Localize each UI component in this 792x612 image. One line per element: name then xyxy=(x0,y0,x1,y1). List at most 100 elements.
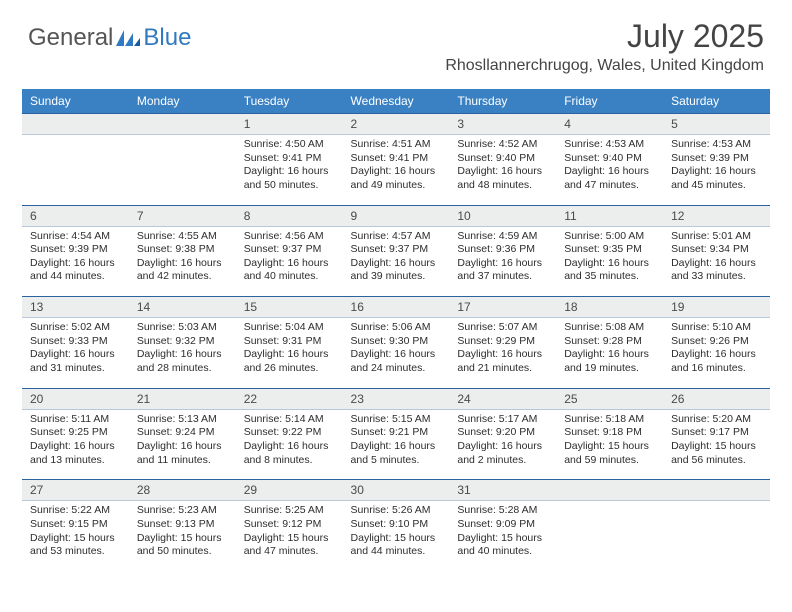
day-cell xyxy=(663,501,770,571)
location-label: Rhosllannerchrugog, Wales, United Kingdo… xyxy=(445,57,764,75)
logo: General Blue xyxy=(28,24,191,52)
daynum-cell: 23 xyxy=(343,388,450,409)
sunset-text: Sunset: 9:39 PM xyxy=(671,152,762,166)
daylight-text: Daylight: 16 hours and 5 minutes. xyxy=(351,440,442,467)
day-cell: Sunrise: 5:13 AMSunset: 9:24 PMDaylight:… xyxy=(129,409,236,480)
daynum-cell: 7 xyxy=(129,205,236,226)
dayhead-fri: Friday xyxy=(556,89,663,114)
sunset-text: Sunset: 9:20 PM xyxy=(457,426,548,440)
daynum-cell: 14 xyxy=(129,297,236,318)
sunset-text: Sunset: 9:25 PM xyxy=(30,426,121,440)
day-cell: Sunrise: 5:17 AMSunset: 9:20 PMDaylight:… xyxy=(449,409,556,480)
sunrise-text: Sunrise: 4:51 AM xyxy=(351,138,442,152)
day-cell: Sunrise: 5:08 AMSunset: 9:28 PMDaylight:… xyxy=(556,318,663,389)
daylight-text: Daylight: 16 hours and 45 minutes. xyxy=(671,165,762,192)
daynum-cell: 20 xyxy=(22,388,129,409)
day-cell: Sunrise: 5:01 AMSunset: 9:34 PMDaylight:… xyxy=(663,226,770,297)
sunset-text: Sunset: 9:37 PM xyxy=(244,243,335,257)
daynum-cell: 19 xyxy=(663,297,770,318)
daylight-text: Daylight: 16 hours and 35 minutes. xyxy=(564,257,655,284)
sunrise-text: Sunrise: 5:11 AM xyxy=(30,413,121,427)
sunset-text: Sunset: 9:22 PM xyxy=(244,426,335,440)
daylight-text: Daylight: 15 hours and 56 minutes. xyxy=(671,440,762,467)
daylight-text: Daylight: 16 hours and 33 minutes. xyxy=(671,257,762,284)
daynum-cell xyxy=(663,480,770,501)
day-cell: Sunrise: 5:28 AMSunset: 9:09 PMDaylight:… xyxy=(449,501,556,571)
daylight-text: Daylight: 16 hours and 21 minutes. xyxy=(457,348,548,375)
sunset-text: Sunset: 9:12 PM xyxy=(244,518,335,532)
month-title: July 2025 xyxy=(445,18,764,55)
sunset-text: Sunset: 9:41 PM xyxy=(244,152,335,166)
sunrise-text: Sunrise: 5:06 AM xyxy=(351,321,442,335)
sunrise-text: Sunrise: 4:59 AM xyxy=(457,230,548,244)
daylight-text: Daylight: 16 hours and 42 minutes. xyxy=(137,257,228,284)
day-header-row: Sunday Monday Tuesday Wednesday Thursday… xyxy=(22,89,770,114)
daynum-row: 2728293031 xyxy=(22,480,770,501)
daynum-cell: 15 xyxy=(236,297,343,318)
sunrise-text: Sunrise: 5:23 AM xyxy=(137,504,228,518)
daynum-cell: 26 xyxy=(663,388,770,409)
title-block: July 2025 Rhosllannerchrugog, Wales, Uni… xyxy=(445,18,764,75)
body-row: Sunrise: 4:50 AMSunset: 9:41 PM Daylight:… xyxy=(22,135,770,206)
day-cell: Sunrise: 5:20 AMSunset: 9:17 PMDaylight:… xyxy=(663,409,770,480)
daylight-text: Daylight: 16 hours and 8 minutes. xyxy=(244,440,335,467)
day-cell: Sunrise: 5:06 AMSunset: 9:30 PMDaylight:… xyxy=(343,318,450,389)
body-row: Sunrise: 5:02 AMSunset: 9:33 PMDaylight:… xyxy=(22,318,770,389)
daylight-text: Daylight: 15 hours and 44 minutes. xyxy=(351,532,442,559)
sunset-text: Sunset: 9:17 PM xyxy=(671,426,762,440)
sunrise-text: Sunrise: 4:50 AM xyxy=(244,138,335,152)
day-cell: Sunrise: 5:14 AMSunset: 9:22 PMDaylight:… xyxy=(236,409,343,480)
daylight-text: Daylight: 15 hours and 47 minutes. xyxy=(244,532,335,559)
daynum-cell: 17 xyxy=(449,297,556,318)
daylight-text: Daylight: 16 hours and 26 minutes. xyxy=(244,348,335,375)
daylight-text: Daylight: 16 hours and 19 minutes. xyxy=(564,348,655,375)
sunset-text: Sunset: 9:09 PM xyxy=(457,518,548,532)
daynum-cell: 30 xyxy=(343,480,450,501)
daynum-cell: 10 xyxy=(449,205,556,226)
daynum-cell: 9 xyxy=(343,205,450,226)
header: General Blue July 2025 Rhosllannerchrugo… xyxy=(0,0,792,79)
sunrise-text: Sunrise: 4:54 AM xyxy=(30,230,121,244)
dayhead-sun: Sunday xyxy=(22,89,129,114)
day-cell: Sunrise: 5:03 AMSunset: 9:32 PMDaylight:… xyxy=(129,318,236,389)
daynum-cell: 18 xyxy=(556,297,663,318)
sunrise-text: Sunrise: 4:52 AM xyxy=(457,138,548,152)
day-cell: Sunrise: 4:52 AMSunset: 9:40 PMDaylight:… xyxy=(449,135,556,206)
sunset-text: Sunset: 9:34 PM xyxy=(671,243,762,257)
sunrise-text: Sunrise: 5:08 AM xyxy=(564,321,655,335)
daynum-cell: 1 xyxy=(236,114,343,135)
dayhead-wed: Wednesday xyxy=(343,89,450,114)
sunset-text: Sunset: 9:18 PM xyxy=(564,426,655,440)
day-cell: Sunrise: 5:00 AMSunset: 9:35 PMDaylight:… xyxy=(556,226,663,297)
sunrise-text: Sunrise: 5:07 AM xyxy=(457,321,548,335)
sunrise-text: Sunrise: 5:13 AM xyxy=(137,413,228,427)
dayhead-mon: Monday xyxy=(129,89,236,114)
daylight-text: Daylight: 16 hours and 24 minutes. xyxy=(351,348,442,375)
day-cell: Sunrise: 4:53 AMSunset: 9:40 PMDaylight:… xyxy=(556,135,663,206)
sunset-text: Sunset: 9:10 PM xyxy=(351,518,442,532)
daynum-cell xyxy=(129,114,236,135)
daynum-row: 20212223242526 xyxy=(22,388,770,409)
sunset-text: Sunset: 9:33 PM xyxy=(30,335,121,349)
daynum-cell: 16 xyxy=(343,297,450,318)
daylight-text: Daylight: 16 hours and 16 minutes. xyxy=(671,348,762,375)
daylight-text: Daylight: 15 hours and 50 minutes. xyxy=(137,532,228,559)
day-cell: Sunrise: 5:18 AMSunset: 9:18 PMDaylight:… xyxy=(556,409,663,480)
sunrise-text: Sunrise: 5:25 AM xyxy=(244,504,335,518)
daynum-cell: 5 xyxy=(663,114,770,135)
day-cell: Sunrise: 4:53 AMSunset: 9:39 PMDaylight:… xyxy=(663,135,770,206)
dayhead-thu: Thursday xyxy=(449,89,556,114)
sunrise-text: Sunrise: 5:15 AM xyxy=(351,413,442,427)
daynum-cell xyxy=(556,480,663,501)
day-cell: Sunrise: 5:10 AMSunset: 9:26 PMDaylight:… xyxy=(663,318,770,389)
daylight-text: Daylight: 16 hours and 48 minutes. xyxy=(457,165,548,192)
day-cell: Sunrise: 4:59 AMSunset: 9:36 PMDaylight:… xyxy=(449,226,556,297)
day-cell xyxy=(556,501,663,571)
day-cell: Sunrise: 4:54 AMSunset: 9:39 PMDaylight:… xyxy=(22,226,129,297)
daynum-cell: 27 xyxy=(22,480,129,501)
logo-text-general: General xyxy=(28,24,113,52)
sunset-text: Sunset: 9:40 PM xyxy=(564,152,655,166)
daynum-cell: 2 xyxy=(343,114,450,135)
daynum-cell: 4 xyxy=(556,114,663,135)
sunrise-text: Sunrise: 5:10 AM xyxy=(671,321,762,335)
